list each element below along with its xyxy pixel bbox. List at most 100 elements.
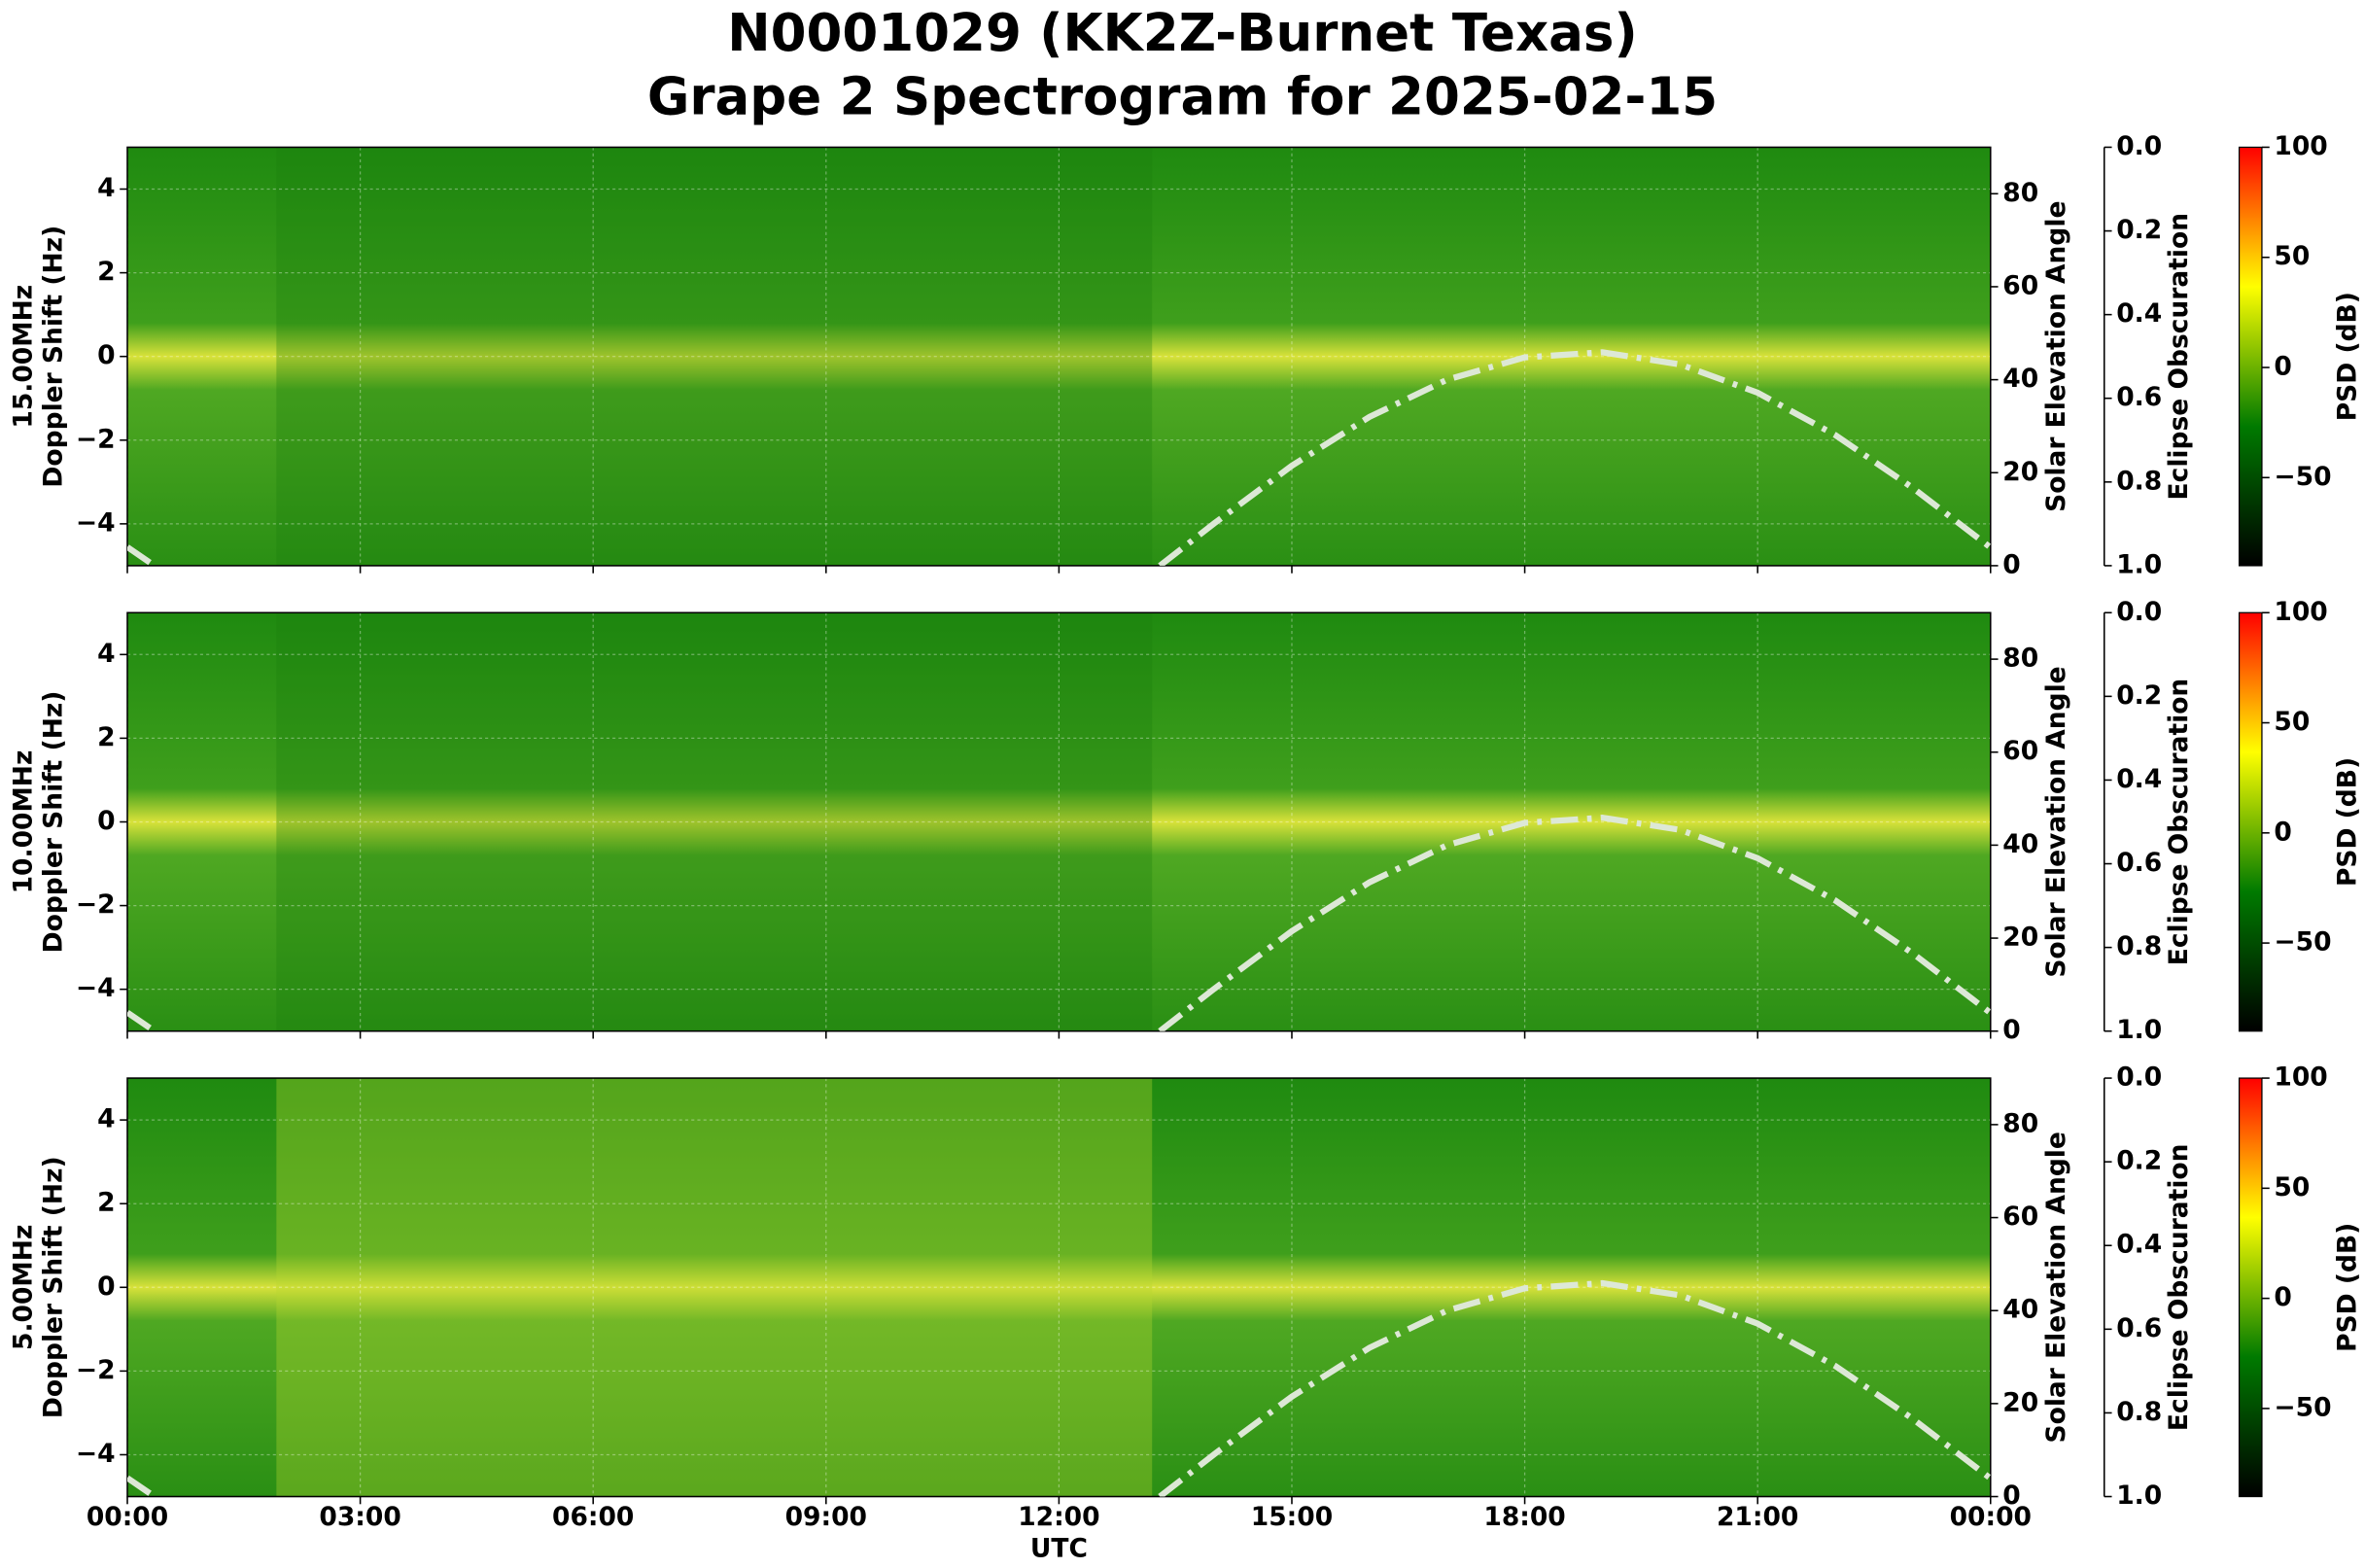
spectrogram-image [127,147,1991,566]
y2-tick-label: 60 [2002,270,2038,300]
y2-tick-label: 40 [2002,364,2038,394]
y-tick-label: 2 [97,722,115,752]
x-tick-label: 18:00 [1483,1502,1565,1532]
eclipse-tick-label: 1.0 [2116,549,2162,579]
colorbar-tick-label: 0 [2274,817,2291,847]
y-tick-label: 2 [97,257,115,287]
y-tick-label: 0 [97,340,115,370]
eclipse-tick-label: 0.0 [2116,131,2162,161]
y2-tick-label: 40 [2002,1295,2038,1325]
plot-frame [126,146,1992,567]
y2-tick-label: 60 [2002,736,2038,766]
y-tick-label: 4 [97,639,115,669]
y-tick-label: 4 [97,173,115,203]
colorbar-label: PSD (dB) [2332,1223,2362,1352]
colorbar [2238,611,2263,1032]
colorbar-tick-label: 100 [2274,1063,2327,1093]
colorbar-tick-label: 100 [2274,597,2327,627]
eclipse-tick-label: 0.6 [2116,382,2162,412]
colorbar-label: PSD (dB) [2332,757,2362,887]
colorbar-tick-label: 0 [2274,352,2291,382]
eclipse-tick-label: 0.0 [2116,1063,2162,1093]
eclipse-axis-label: Eclipse Obscuration [2164,1144,2194,1432]
eclipse-tick-label: 0.8 [2116,1397,2162,1427]
spectrogram-image [127,1078,1991,1497]
eclipse-tick-label: 0.0 [2116,597,2162,627]
colorbar-tick-label: 100 [2274,131,2327,161]
y-tick-label: −2 [76,424,116,454]
y-axis-label: Doppler Shift (Hz) [39,691,69,954]
eclipse-tick-label: 0.2 [2116,1146,2162,1176]
chart-subtitle: Grape 2 Spectrogram for 2025-02-15 [647,67,1718,127]
y-tick-label: −2 [76,1355,116,1385]
eclipse-tick-label: 1.0 [2116,1481,2162,1511]
colorbar [2238,1077,2263,1498]
colorbar-tick-label: 50 [2274,707,2310,737]
plot-frame [126,611,1992,1032]
eclipse-tick-label: 0.8 [2116,466,2162,496]
eclipse-tick-label: 0.8 [2116,931,2162,961]
eclipse-tick-label: 0.4 [2116,764,2162,794]
colorbar [2238,146,2263,567]
colorbar-tick-label: −50 [2274,1392,2331,1422]
solar-elevation-line [127,1279,1991,1497]
y2-tick-label: 80 [2002,644,2038,674]
y-axis-label: 10.00MHz [8,750,38,894]
y2-tick-label: 80 [2002,178,2038,208]
x-tick-label: 09:00 [785,1502,867,1532]
eclipse-tick-label: 1.0 [2116,1015,2162,1045]
x-tick-label: 21:00 [1717,1502,1798,1532]
y2-tick-label: 60 [2002,1202,2038,1232]
eclipse-tick-label: 0.6 [2116,1313,2162,1343]
eclipse-tick-label: 0.4 [2116,298,2162,329]
y2-axis-label: Solar Elevation Angle [2041,201,2071,512]
x-tick-label: 15:00 [1251,1502,1333,1532]
eclipse-axis-label: Eclipse Obscuration [2164,679,2194,966]
x-axis-label: UTC [1030,1534,1088,1564]
y2-axis-label: Solar Elevation Angle [2041,666,2071,977]
eclipse-tick-label: 0.6 [2116,848,2162,878]
colorbar-tick-label: −50 [2274,927,2331,958]
colorbar-tick-label: 50 [2274,241,2310,271]
y2-tick-label: 40 [2002,829,2038,859]
colorbar-tick-label: 0 [2274,1282,2291,1312]
night-region [276,612,1153,1031]
y-tick-label: 2 [97,1188,115,1218]
y-tick-label: 4 [97,1104,115,1134]
x-tick-label: 00:00 [87,1502,168,1532]
y-axis-label: Doppler Shift (Hz) [39,226,69,488]
y2-tick-label: 80 [2002,1108,2038,1138]
night-region [276,147,1153,566]
y-tick-label: −2 [76,889,116,920]
solar-elevation-line [127,815,1991,1031]
y2-tick-label: 0 [2002,549,2020,579]
eclipse-tick-label: 0.2 [2116,680,2162,711]
plot-frame [126,1077,1992,1498]
y2-tick-label: 20 [2002,923,2038,953]
y2-tick-label: 0 [2002,1481,2020,1511]
colorbar-tick-label: 50 [2274,1172,2310,1202]
spectrogram-image [127,612,1991,1031]
y-tick-label: −4 [76,507,116,538]
colorbar-tick-label: −50 [2274,462,2331,492]
colorbar-label: PSD (dB) [2332,292,2362,421]
eclipse-axis-label: Eclipse Obscuration [2164,213,2194,501]
y2-tick-label: 0 [2002,1015,2020,1045]
y-tick-label: −4 [76,1439,116,1469]
y2-tick-label: 20 [2002,1387,2038,1417]
night-region [276,1078,1153,1497]
y-tick-label: −4 [76,973,116,1003]
x-tick-label: 12:00 [1018,1502,1099,1532]
x-tick-label: 00:00 [1950,1502,2032,1532]
y2-axis-label: Solar Elevation Angle [2041,1132,2071,1443]
y-axis-label: 5.00MHz [8,1225,38,1350]
x-tick-label: 06:00 [552,1502,634,1532]
y-axis-label: 15.00MHz [8,285,38,429]
solar-elevation-line [127,349,1991,566]
y-axis-label: Doppler Shift (Hz) [39,1156,69,1418]
eclipse-tick-label: 0.2 [2116,215,2162,245]
y-tick-label: 0 [97,1272,115,1302]
chart-title: N0001029 (KK2Z-Burnet Texas) [727,3,1637,63]
